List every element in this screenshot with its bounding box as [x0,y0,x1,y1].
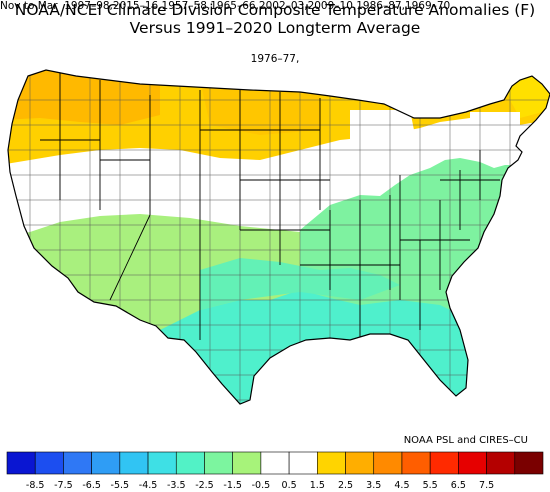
color-swatch [91,451,121,475]
map-title: NOAA/NCEI Climate Division Composite Tem… [14,1,536,19]
color-swatch [373,451,403,475]
scale-tick-label: 1.5 [309,480,325,491]
scale-tick-label: -2.5 [195,480,214,491]
credit-label: NOAA PSL and CIRES–CU [403,435,528,446]
scale-tick-label: 6.5 [450,480,466,491]
color-swatch [288,451,318,475]
scale-tick-label: -7.5 [54,480,73,491]
color-swatch [401,451,431,475]
color-swatch [34,451,64,475]
color-swatch [345,451,375,475]
color-swatch [429,451,459,475]
scale-tick-label: 5.5 [422,480,438,491]
scale-tick-label: 0.5 [281,480,297,491]
scale-tick-label: -3.5 [166,480,186,491]
state-boundaries [40,70,500,340]
color-swatch [63,451,92,475]
map-subtitle: Versus 1991–2020 Longterm Average [129,19,421,37]
color-swatch [204,451,233,475]
scale-tick-label: -0.5 [251,480,271,491]
color-swatch [175,451,205,475]
scale-tick-label: 4.5 [394,480,410,491]
scale-tick-label: 7.5 [479,480,495,491]
color-swatch [147,451,177,475]
scale-tick-label: 3.5 [366,480,382,491]
color-swatch [232,451,262,475]
season-label: Nov to Mar [0,0,58,12]
scale-tick-label: 2.5 [337,480,354,491]
color-swatch [6,451,36,475]
scale-tick-label: -5.5 [110,480,130,491]
scale-tick-label: -1.5 [223,480,242,491]
us-anomaly-map [7,69,550,405]
color-swatch [458,451,487,475]
scale-tick-label: -8.5 [25,480,45,491]
color-swatch [486,451,516,475]
color-scale-bar [6,451,544,475]
color-swatch [514,451,544,475]
scale-tick-label: -4.5 [138,480,158,491]
color-swatch [260,451,290,475]
season-and-years: Nov to Mar 1997–98,2015–16,1957–58,1965–… [0,0,550,12]
scale-tick-label: -6.5 [82,480,101,491]
color-swatch [317,451,346,475]
years-list-continued: 1976–77, [250,53,300,65]
years-list: 1997–98,2015–16,1957–58,1965–66,2002–03,… [64,0,451,12]
color-swatch [119,451,149,475]
